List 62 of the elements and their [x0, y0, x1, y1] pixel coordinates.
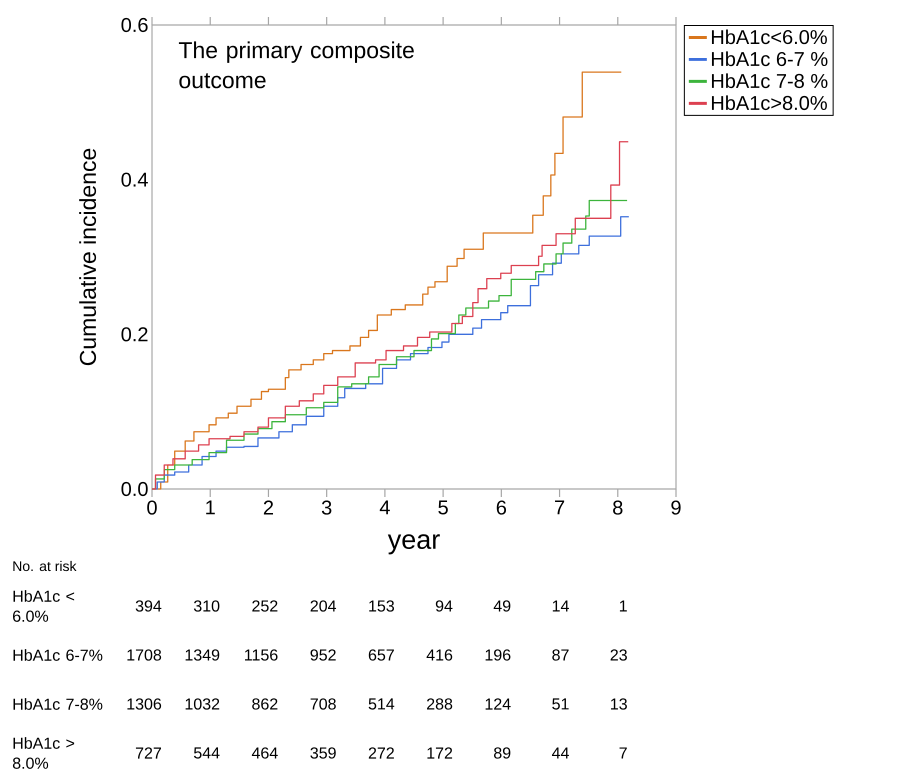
- x-axis-title: year: [388, 534, 440, 554]
- y-tick-label: 0.6: [121, 18, 148, 32]
- text: 51: [552, 698, 569, 710]
- text: 1032: [186, 698, 220, 710]
- text: 14: [552, 600, 569, 612]
- text: 952: [310, 649, 336, 661]
- text: 23: [610, 649, 627, 661]
- text: 87: [552, 649, 569, 661]
- legend-label: HbA1c<6.0%: [712, 29, 827, 44]
- legend-label: HbA1c>8.0%: [712, 95, 827, 110]
- text: 464: [252, 747, 278, 759]
- text: 514: [368, 698, 394, 710]
- legend-label: HbA1c 7-8 %: [712, 73, 828, 88]
- x-tick-label: 6: [496, 500, 506, 515]
- text: 252: [252, 600, 278, 612]
- text: 657: [368, 649, 394, 661]
- text: 272: [368, 747, 394, 759]
- text: 13: [611, 698, 627, 710]
- text: 1: [620, 600, 627, 612]
- x-tick-label: 9: [671, 500, 681, 515]
- x-tick-label: 0: [147, 500, 157, 515]
- y-tick-label: 0.0: [121, 482, 148, 496]
- text: HbA1c 7-8%: [14, 698, 102, 710]
- x-tick-label: 5: [438, 500, 448, 514]
- text: 124: [486, 698, 511, 710]
- x-tick-label: 2: [264, 500, 274, 514]
- text: 394: [136, 600, 162, 612]
- text: 172: [427, 747, 452, 759]
- text: 7: [620, 747, 627, 758]
- text: 94: [436, 600, 452, 612]
- x-tick-label: 8: [613, 500, 622, 515]
- legend-label: HbA1c 6-7 %: [712, 51, 828, 66]
- text: 359: [310, 747, 336, 759]
- text: 727: [136, 747, 161, 759]
- text: 708: [310, 698, 336, 710]
- x-tick-label: 4: [380, 500, 390, 514]
- text: 310: [194, 600, 220, 612]
- text: HbA1c < 6.0%: [13, 590, 74, 622]
- x-tick-label: 7: [555, 500, 564, 514]
- text: 1306: [127, 698, 162, 710]
- text: 153: [369, 600, 394, 612]
- text: No. at risk: [13, 560, 77, 572]
- text: 416: [426, 649, 452, 661]
- text: 1349: [186, 649, 220, 661]
- text: 288: [427, 698, 452, 710]
- text: HbA1c 6-7%: [14, 649, 102, 661]
- text: HbA1c > 8.0%: [12, 737, 74, 769]
- y-axis-title: Cumulative incidence: [79, 148, 96, 366]
- text: 544: [194, 747, 220, 759]
- y-tick-label: 0.2: [121, 327, 148, 342]
- text: The primary composite outcome: [178, 41, 414, 88]
- text: 196: [486, 649, 510, 661]
- text: 1708: [127, 649, 162, 661]
- text: 204: [310, 600, 336, 612]
- text: 44: [552, 747, 569, 758]
- y-tick-label: 0.4: [121, 172, 148, 187]
- text: 862: [252, 698, 278, 710]
- text: 1156: [245, 649, 278, 661]
- text: 89: [494, 747, 510, 759]
- x-tick-label: 1: [206, 500, 215, 514]
- x-tick-label: 3: [322, 500, 332, 515]
- text: 49: [494, 600, 510, 612]
